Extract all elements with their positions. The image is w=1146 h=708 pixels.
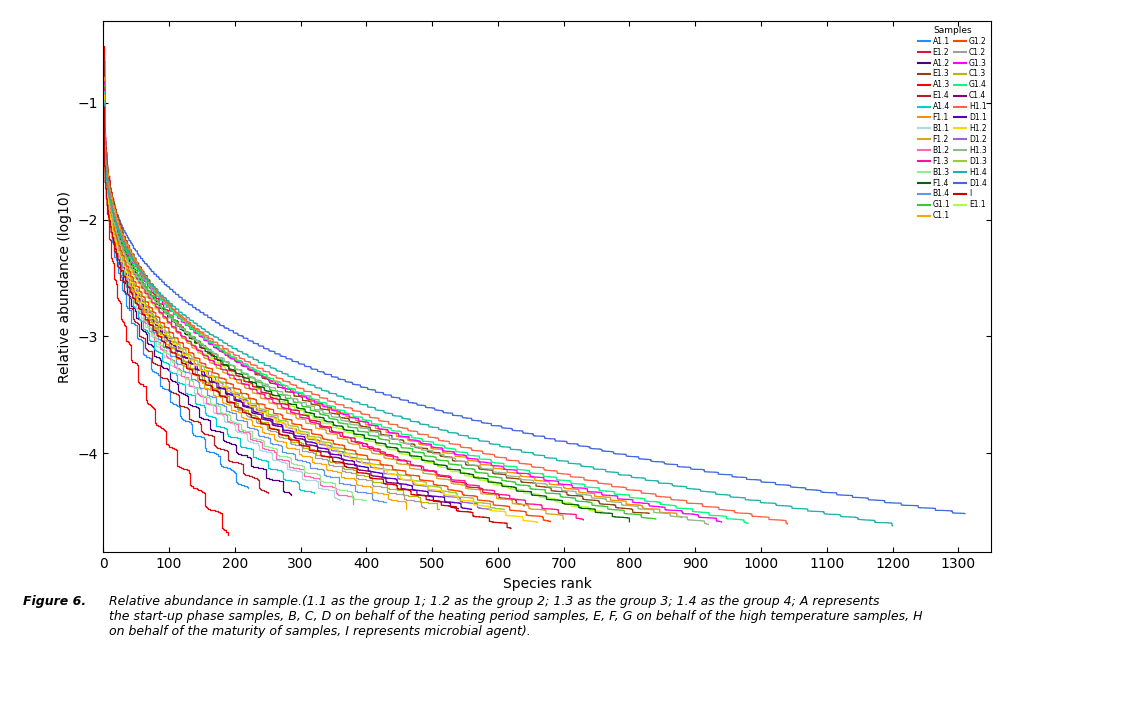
X-axis label: Species rank: Species rank: [503, 576, 591, 590]
Text: Figure 6.: Figure 6.: [23, 595, 86, 607]
Text: Relative abundance in sample.(1.1 as the group 1; 1.2 as the group 2; 1.3 as the: Relative abundance in sample.(1.1 as the…: [109, 595, 923, 638]
Y-axis label: Relative abundance (log10): Relative abundance (log10): [58, 190, 72, 383]
Legend: A1.1, E1.2, A1.2, E1.3, A1.3, E1.4, A1.4, F1.1, B1.1, F1.2, B1.2, F1.3, B1.3, F1: A1.1, E1.2, A1.2, E1.3, A1.3, E1.4, A1.4…: [916, 23, 990, 223]
